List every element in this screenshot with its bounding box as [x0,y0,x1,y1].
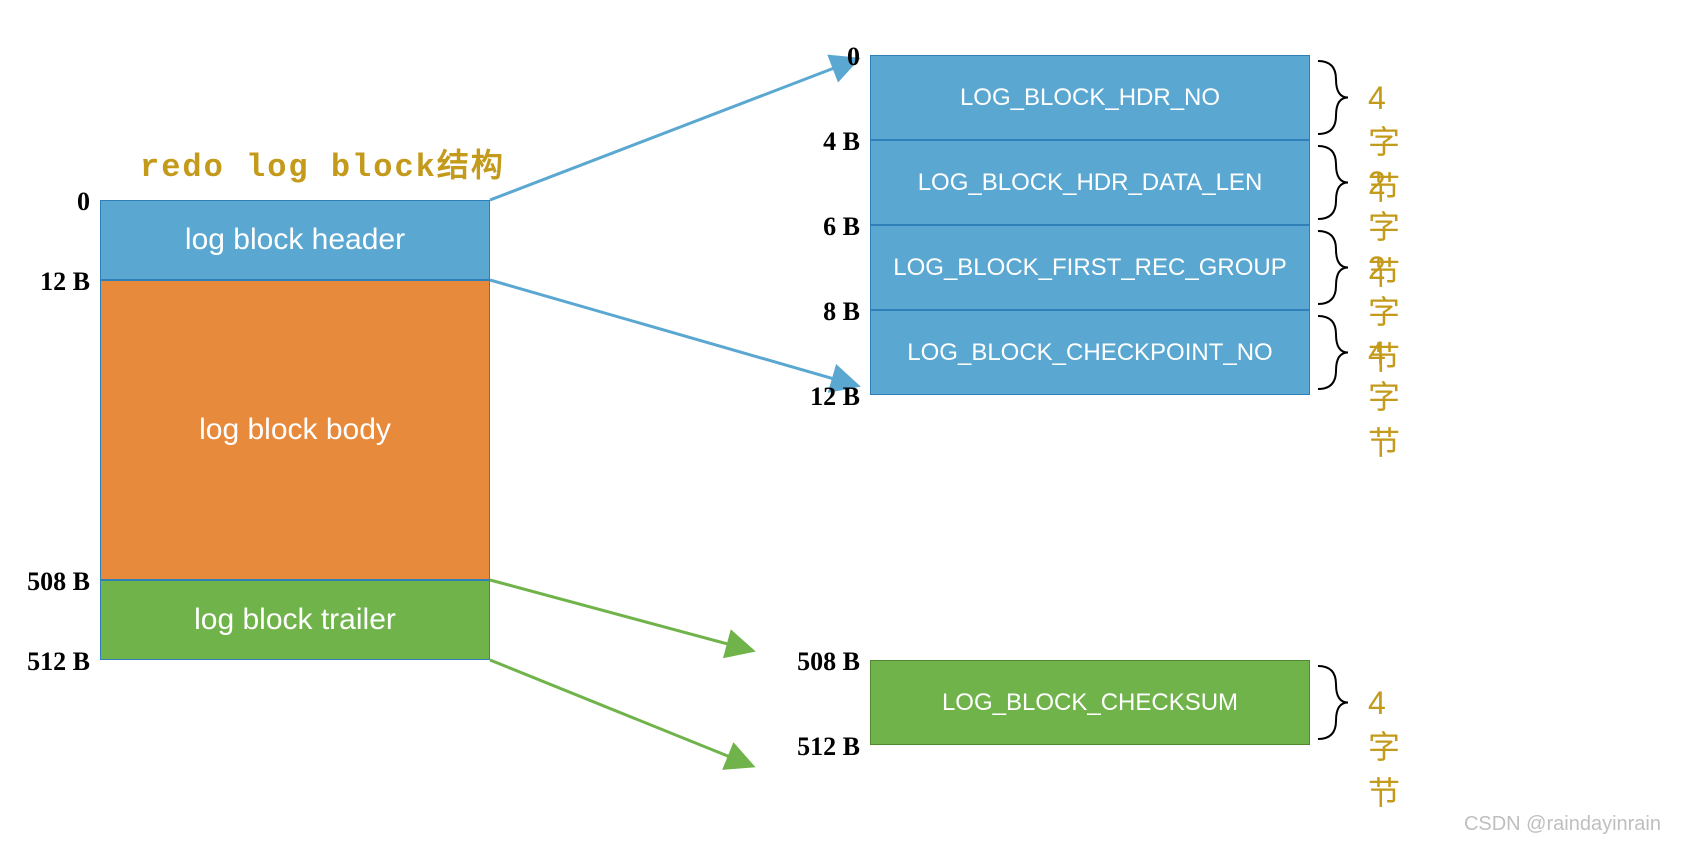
left-offset-label: 12 B [0,267,90,297]
header-offset-label: 4 B [0,127,860,157]
trailer-size-label: 4字节 [1368,685,1400,814]
header-row: LOG_BLOCK_HDR_NO [870,55,1310,140]
header-row: LOG_BLOCK_HDR_DATA_LEN [870,140,1310,225]
trailer-offset-label: 508 B [0,647,860,677]
header-row: LOG_BLOCK_FIRST_REC_GROUP [870,225,1310,310]
header-offset-label: 8 B [0,297,860,327]
trailer-offset-label: 512 B [0,732,860,762]
header-row: LOG_BLOCK_CHECKPOINT_NO [870,310,1310,395]
left-offset-label: 508 B [0,567,90,597]
header-offset-label: 12 B [0,382,860,412]
header-offset-label: 0 [0,42,860,72]
header-size-label: 4字节 [1368,335,1400,464]
header-offset-label: 6 B [0,212,860,242]
watermark: CSDN @raindayinrain [1464,813,1661,836]
trailer-row: LOG_BLOCK_CHECKSUM [870,660,1310,745]
